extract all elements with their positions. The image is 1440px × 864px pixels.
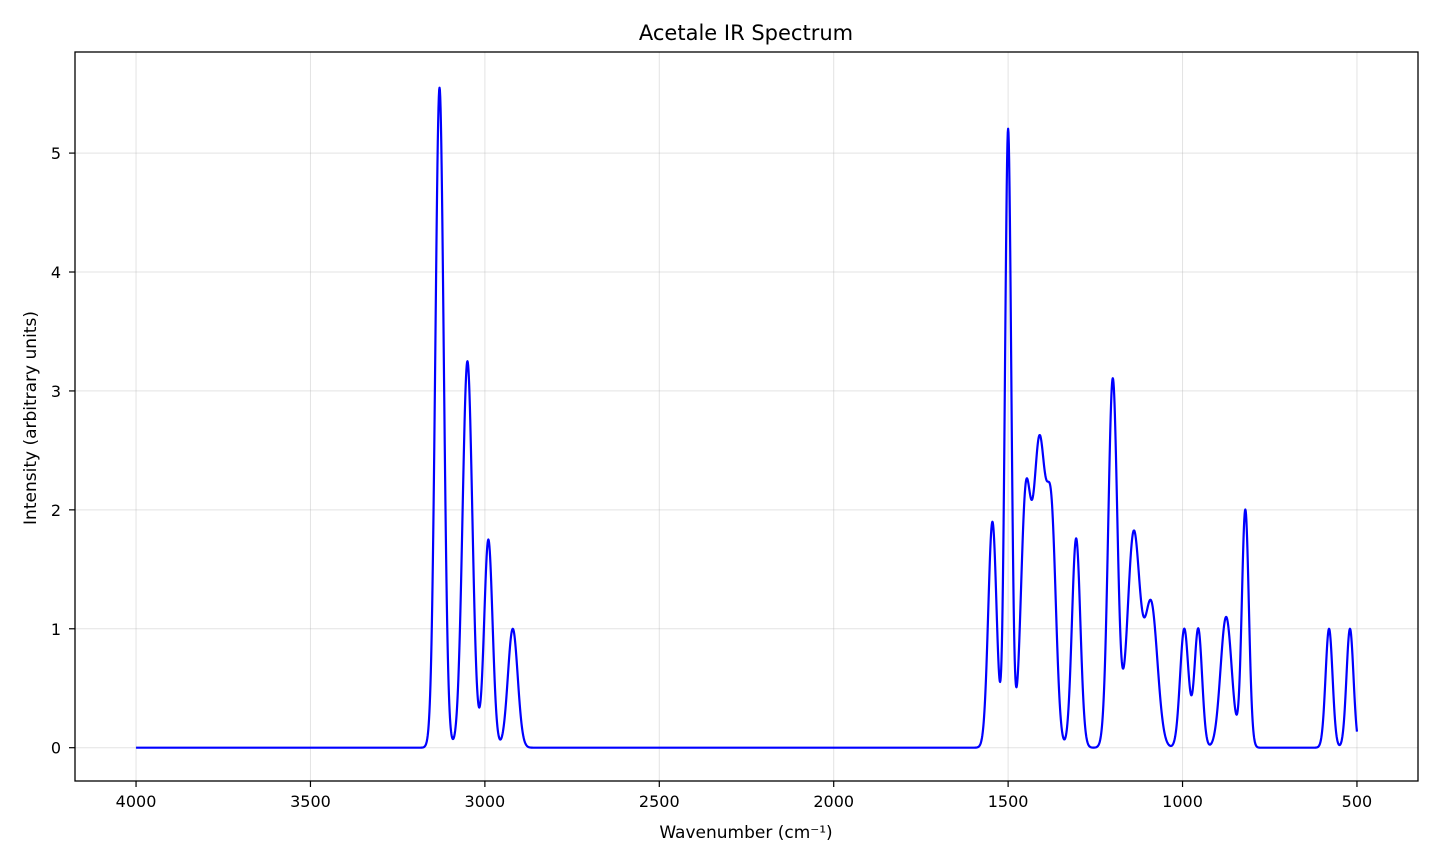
x-axis-label: Wavenumber (cm⁻¹) [659,823,832,843]
y-tick-label: 4 [51,263,61,282]
y-tick-label: 2 [51,501,61,520]
spectrum-line [135,86,1359,749]
series-layer [135,86,1359,749]
y-tick-label: 5 [51,144,61,163]
y-tick-label: 1 [51,620,61,639]
y-axis: 0 1 2 3 4 5 [51,144,75,758]
x-tick-label: 1500 [988,792,1029,811]
x-tick-label: 3500 [290,792,331,811]
x-tick-label: 4000 [116,792,157,811]
x-tick-label: 2500 [639,792,680,811]
y-axis-label: Intensity (arbitrary units) [21,311,41,525]
x-tick-label: 500 [1342,792,1373,811]
x-axis: 4000 3500 3000 2500 2000 1500 1000 500 [116,781,1373,811]
x-tick-label: 1000 [1162,792,1203,811]
chart-title: Acetale IR Spectrum [639,21,853,45]
grid [75,52,1418,781]
x-tick-label: 2000 [813,792,854,811]
y-tick-label: 3 [51,382,61,401]
plot-frame [74,51,1419,782]
y-tick-label: 0 [51,739,61,758]
x-tick-label: 3000 [465,792,506,811]
